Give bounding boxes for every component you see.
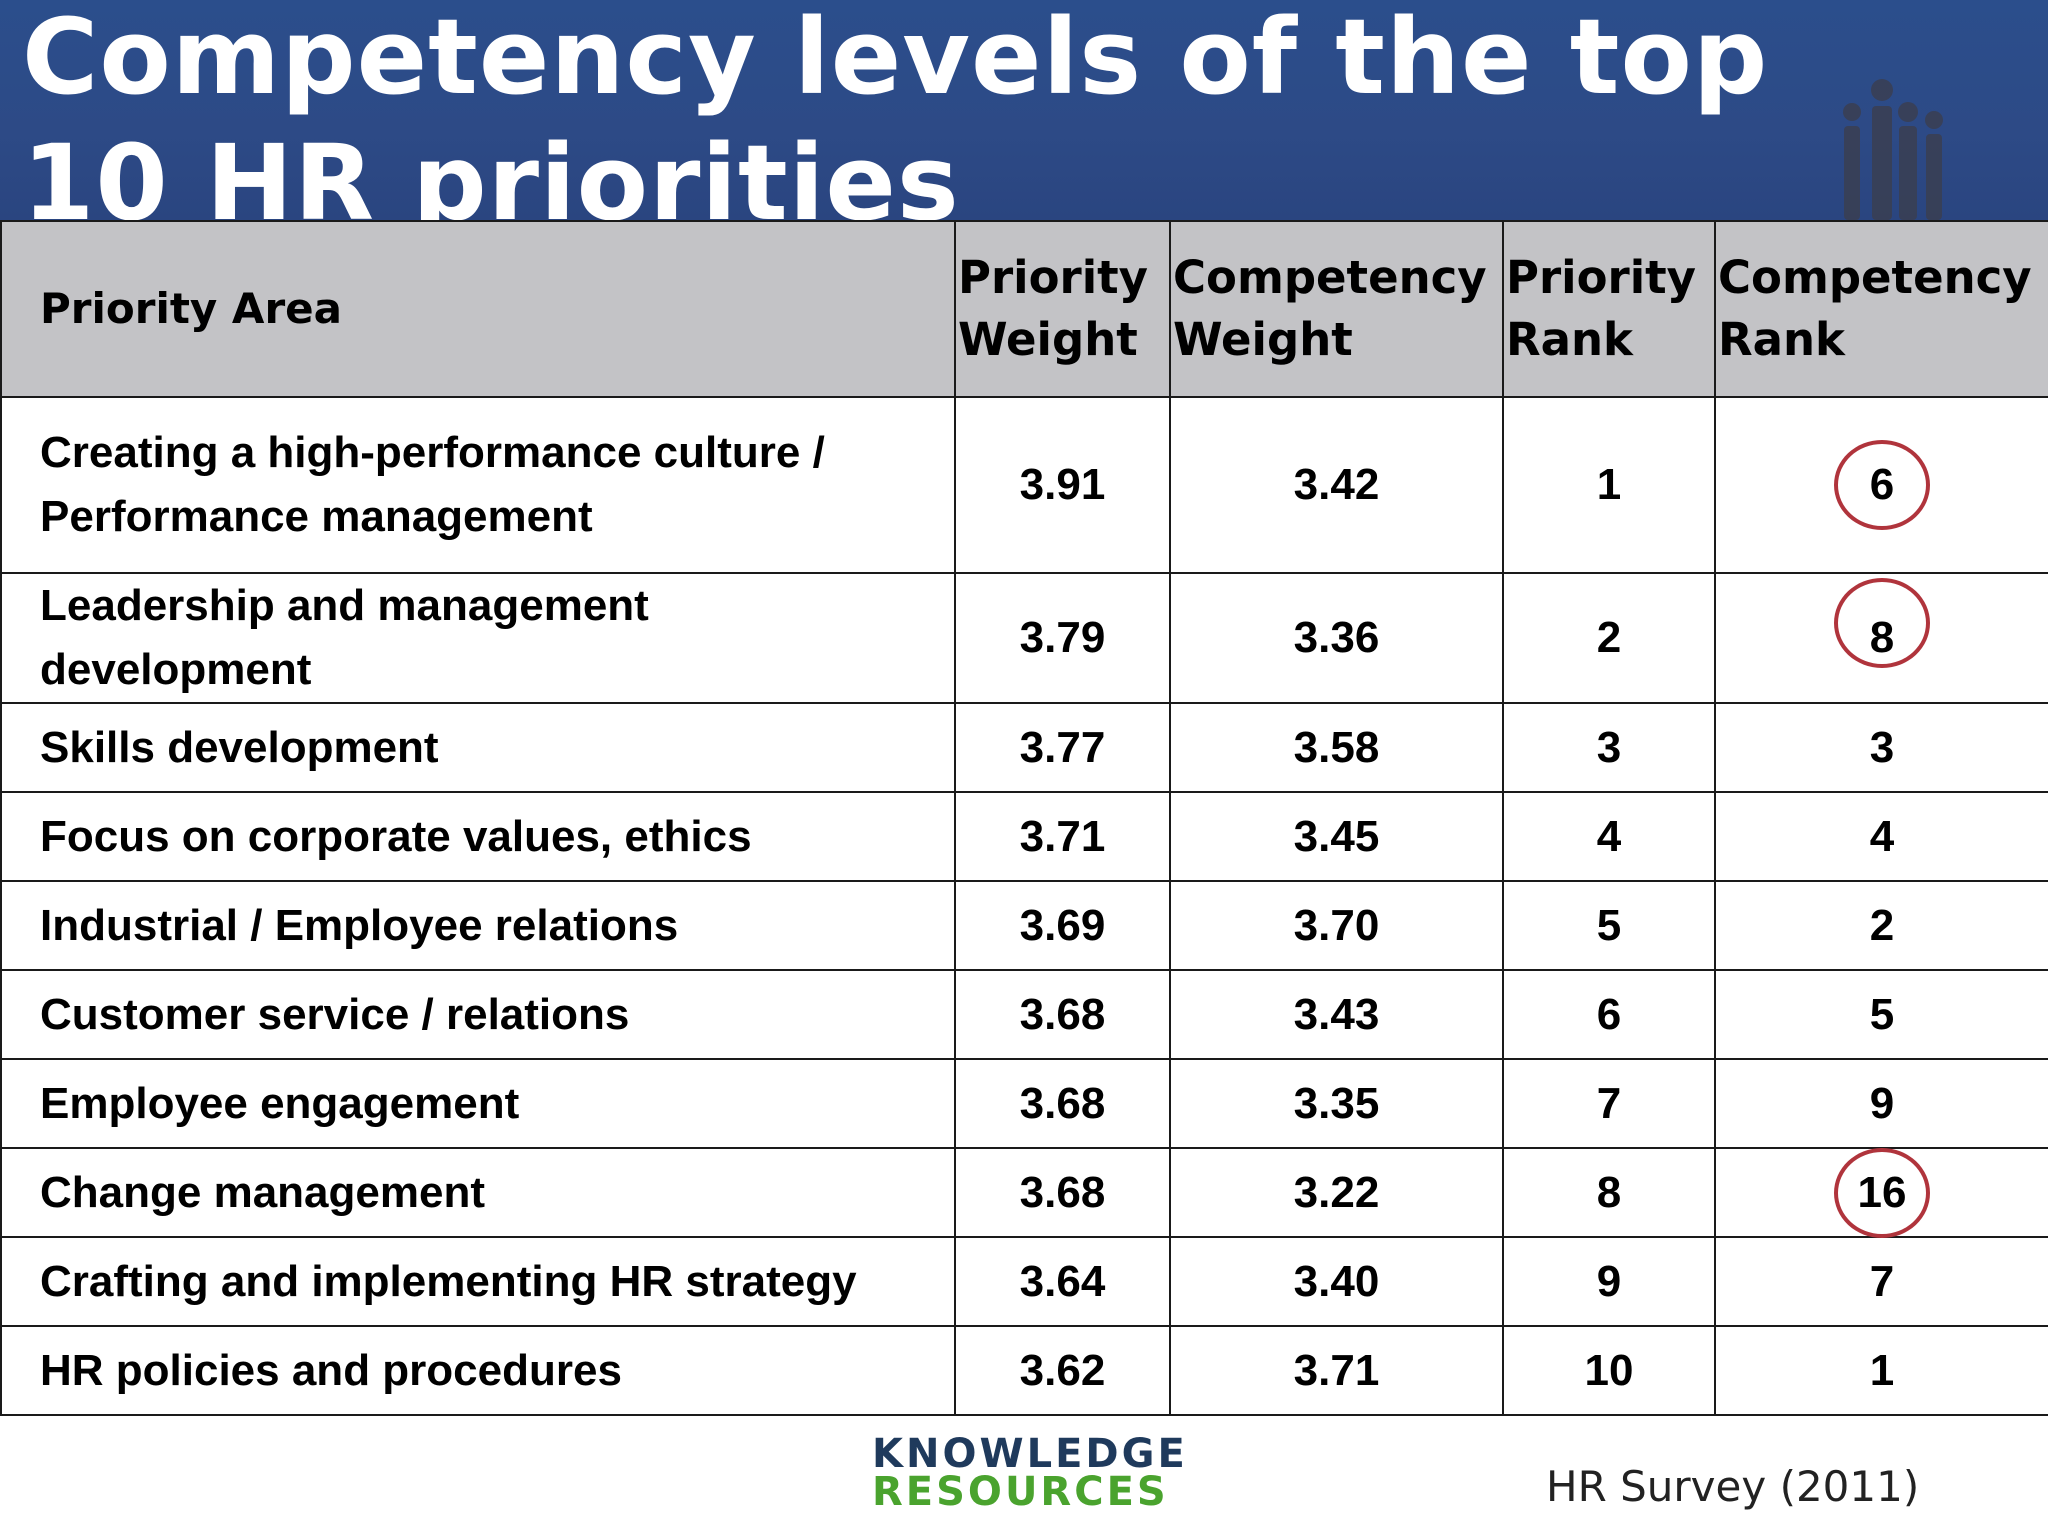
competency-weight-cell: 3.45 — [1169, 791, 1504, 882]
priority-area-cell: Skills development — [0, 702, 956, 793]
priorities-table: Priority Area Priority Weight Competency W… — [0, 220, 2048, 1416]
competency-weight-cell: 3.43 — [1169, 969, 1504, 1060]
table-row: Creating a high-performance culture / Per… — [0, 396, 2048, 574]
table-row: Skills development 3.77 3.58 3 3 — [0, 702, 2048, 793]
competency-rank-cell: 1 — [1714, 1325, 2048, 1416]
priority-area-cell: Crafting and implementing HR strategy — [0, 1236, 956, 1327]
highlight-circle — [1833, 1147, 1930, 1238]
table-row: Customer service / relations 3.68 3.43 6… — [0, 969, 2048, 1060]
priority-weight-cell: 3.77 — [954, 702, 1171, 793]
priority-area-cell: Industrial / Employee relations — [0, 880, 956, 971]
priority-rank-cell: 9 — [1502, 1236, 1716, 1327]
priority-weight-cell: 3.91 — [954, 396, 1171, 574]
priority-weight-cell: 3.71 — [954, 791, 1171, 882]
priority-weight-cell: 3.68 — [954, 1058, 1171, 1149]
competency-rank-cell: 2 — [1714, 880, 2048, 971]
competency-rank-cell: 7 — [1714, 1236, 2048, 1327]
competency-rank-cell: 5 — [1714, 969, 2048, 1060]
competency-weight-cell: 3.58 — [1169, 702, 1504, 793]
logo-text-line1: KNOWLEDGE — [872, 1431, 1188, 1477]
priority-area-cell: Focus on corporate values, ethics — [0, 791, 956, 882]
table-row: HR policies and procedures 3.62 3.71 10 … — [0, 1325, 2048, 1416]
header-competency-weight: Competency Weight — [1169, 220, 1504, 398]
priority-weight-cell: 3.64 — [954, 1236, 1171, 1327]
slide-title: Competency levels of the top 10 HR prior… — [22, 0, 1769, 244]
priority-rank-cell: 8 — [1502, 1147, 1716, 1238]
competency-weight-cell: 3.40 — [1169, 1236, 1504, 1327]
title-banner: Competency levels of the top 10 HR prior… — [0, 0, 2048, 244]
priority-area-cell: Leadership and management development — [0, 572, 956, 704]
header-priority-area: Priority Area — [0, 220, 956, 398]
competency-weight-cell: 3.70 — [1169, 880, 1504, 971]
priority-weight-cell: 3.79 — [954, 572, 1171, 704]
priority-rank-cell: 2 — [1502, 572, 1716, 704]
table-row: Change management 3.68 3.22 8 16 — [0, 1147, 2048, 1238]
competency-rank-cell: 3 — [1714, 702, 2048, 793]
table-row: Employee engagement 3.68 3.35 7 9 — [0, 1058, 2048, 1149]
priority-weight-cell: 3.69 — [954, 880, 1171, 971]
source-note: HR Survey (2011) — [1546, 1462, 1920, 1511]
competency-rank-cell: 16 — [1714, 1147, 2048, 1238]
priority-weight-cell: 3.62 — [954, 1325, 1171, 1416]
header-competency-rank: Competency Rank — [1714, 220, 2048, 398]
competency-rank-cell: 4 — [1714, 791, 2048, 882]
priority-rank-cell: 3 — [1502, 702, 1716, 793]
competency-rank-cell: 9 — [1714, 1058, 2048, 1149]
competency-weight-cell: 3.36 — [1169, 572, 1504, 704]
competency-rank-cell: 8 — [1714, 572, 2048, 704]
table-row: Focus on corporate values, ethics 3.71 3… — [0, 791, 2048, 882]
table-row: Leadership and management development 3.7… — [0, 572, 2048, 704]
competency-weight-cell: 3.71 — [1169, 1325, 1504, 1416]
priority-area-cell: Employee engagement — [0, 1058, 956, 1149]
logo-text-line2: RESOURCES — [872, 1469, 1169, 1515]
priority-area-cell: Customer service / relations — [0, 969, 956, 1060]
priority-rank-cell: 5 — [1502, 880, 1716, 971]
competency-weight-cell: 3.35 — [1169, 1058, 1504, 1149]
competency-weight-cell: 3.42 — [1169, 396, 1504, 574]
priority-rank-cell: 10 — [1502, 1325, 1716, 1416]
priority-rank-cell: 7 — [1502, 1058, 1716, 1149]
priority-area-cell: Change management — [0, 1147, 956, 1238]
table-row: Crafting and implementing HR strategy 3.… — [0, 1236, 2048, 1327]
competency-weight-cell: 3.22 — [1169, 1147, 1504, 1238]
priority-rank-cell: 6 — [1502, 969, 1716, 1060]
priority-rank-cell: 1 — [1502, 396, 1716, 574]
table-header-row: Priority Area Priority Weight Competency W… — [0, 220, 2048, 398]
header-priority-weight: Priority Weight — [954, 220, 1171, 398]
priority-area-cell: HR policies and procedures — [0, 1325, 956, 1416]
table-row: Industrial / Employee relations 3.69 3.7… — [0, 880, 2048, 971]
priority-weight-cell: 3.68 — [954, 969, 1171, 1060]
priority-rank-cell: 4 — [1502, 791, 1716, 882]
header-priority-rank: Priority Rank — [1502, 220, 1716, 398]
highlight-circle — [1833, 578, 1930, 668]
highlight-circle — [1833, 440, 1930, 530]
priority-area-cell: Creating a high-performance culture / Per… — [0, 396, 956, 574]
knowledge-resources-logo: KNOWLEDGE RESOURCES — [872, 1431, 1232, 1515]
competency-rank-cell: 6 — [1714, 396, 2048, 574]
people-logo-icon — [1843, 79, 1943, 220]
priority-weight-cell: 3.68 — [954, 1147, 1171, 1238]
